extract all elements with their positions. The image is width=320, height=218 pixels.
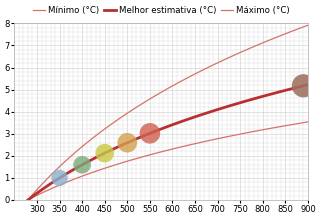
Point — [125, 141, 130, 145]
Point — [80, 163, 85, 167]
Legend: Mínimo (°C), Melhor estimativa (°C), Máximo (°C): Mínimo (°C), Melhor estimativa (°C), Máx… — [29, 3, 293, 19]
Point — [147, 132, 152, 135]
Point — [57, 176, 62, 180]
Point — [301, 84, 306, 88]
Point — [102, 151, 107, 155]
